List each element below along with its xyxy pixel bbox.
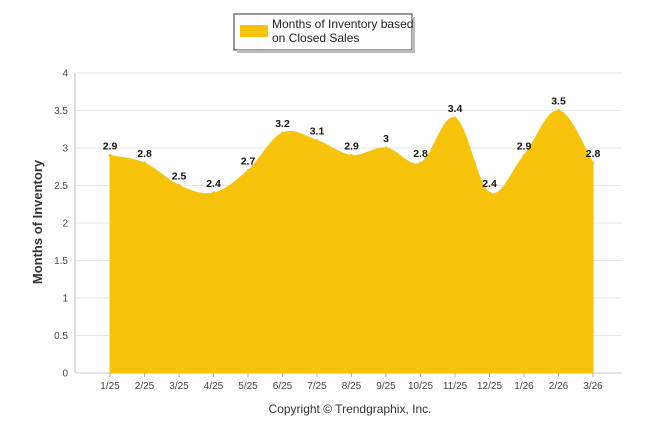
y-tick-label: 4 bbox=[62, 69, 68, 80]
data-label: 2.4 bbox=[482, 178, 497, 190]
legend-swatch bbox=[240, 25, 268, 37]
data-point[interactable] bbox=[488, 191, 491, 195]
y-tick-label: 1 bbox=[62, 294, 68, 305]
y-tick-label: 3.5 bbox=[54, 106, 68, 117]
data-point[interactable] bbox=[522, 154, 526, 157]
x-tick-label: 3/26 bbox=[583, 381, 603, 392]
x-tick-label: 12/25 bbox=[477, 381, 502, 392]
data-point[interactable] bbox=[246, 169, 250, 172]
data-point[interactable] bbox=[384, 146, 388, 150]
legend-box-shadow-bottom bbox=[237, 50, 415, 53]
data-label: 2.5 bbox=[172, 171, 187, 183]
data-point[interactable] bbox=[143, 161, 146, 165]
data-point[interactable] bbox=[453, 116, 457, 120]
data-point[interactable] bbox=[108, 154, 112, 157]
y-tick-label: 3 bbox=[62, 144, 68, 155]
x-tick-label: 3/25 bbox=[169, 381, 189, 392]
x-tick-label: 7/25 bbox=[307, 381, 327, 392]
data-point[interactable] bbox=[212, 191, 215, 195]
data-point[interactable] bbox=[557, 109, 560, 112]
data-label: 2.9 bbox=[103, 141, 118, 153]
y-axis-label: Months of Inventory bbox=[30, 159, 45, 284]
x-tick-label: 8/25 bbox=[342, 381, 362, 392]
data-label: 2.7 bbox=[241, 156, 256, 168]
x-tick-label: 5/25 bbox=[238, 381, 258, 392]
data-labels: 2.9 2.8 2.5 2.4 2.7 3.2 3.1 2.9 3 2.8 3.4 2.4 2.9 3.5… bbox=[103, 96, 601, 195]
data-label: 3.1 bbox=[310, 126, 325, 138]
x-tick-label: 6/25 bbox=[273, 381, 293, 392]
data-label: 2.8 bbox=[137, 148, 152, 160]
data-label: 3 bbox=[383, 133, 389, 145]
data-label: 2.4 bbox=[206, 178, 221, 190]
data-label: 2.9 bbox=[344, 141, 359, 153]
x-tick-label: 1/26 bbox=[514, 381, 534, 392]
data-point[interactable] bbox=[281, 131, 284, 135]
y-tick-label: 2.5 bbox=[54, 181, 68, 192]
x-tick-label: 2/26 bbox=[549, 381, 569, 392]
legend-box-shadow bbox=[412, 17, 415, 53]
y-tick-label: 2 bbox=[62, 219, 68, 230]
legend-label-line-1: Months of Inventory based bbox=[272, 17, 413, 31]
data-label: 2.8 bbox=[413, 148, 428, 160]
legend-label-line-2: on Closed Sales bbox=[272, 31, 359, 45]
data-label: 3.4 bbox=[448, 103, 463, 115]
data-point[interactable] bbox=[419, 161, 422, 165]
x-tick-label: 2/25 bbox=[135, 381, 155, 392]
x-axis-ticks: 1/25 2/25 3/25 4/25 5/25 6/25 7/25 8/25 9/25 10/2… bbox=[100, 373, 603, 392]
data-point[interactable] bbox=[350, 154, 353, 157]
x-tick-label: 9/25 bbox=[376, 381, 396, 392]
y-axis-ticks: 0 0.5 1 1.5 2 2.5 3 3.5 4 bbox=[54, 69, 68, 380]
x-tick-label: 11/25 bbox=[443, 381, 468, 392]
y-tick-label: 1.5 bbox=[54, 256, 68, 267]
legend[interactable]: Months of Inventory based on Closed Sale… bbox=[233, 13, 415, 53]
copyright-text: Copyright © Trendgraphix, Inc. bbox=[269, 402, 432, 416]
y-tick-label: 0.5 bbox=[54, 331, 68, 342]
data-label: 3.5 bbox=[551, 96, 566, 108]
data-point[interactable] bbox=[177, 184, 181, 187]
data-point[interactable] bbox=[591, 161, 595, 165]
data-label: 2.9 bbox=[517, 141, 532, 153]
data-label: 3.2 bbox=[275, 118, 290, 130]
y-tick-label: 0 bbox=[62, 369, 68, 380]
data-label: 2.8 bbox=[586, 148, 601, 160]
x-tick-label: 10/25 bbox=[408, 381, 433, 392]
x-tick-label: 1/25 bbox=[100, 381, 120, 392]
x-tick-label: 4/25 bbox=[204, 381, 224, 392]
data-point[interactable] bbox=[315, 139, 319, 142]
